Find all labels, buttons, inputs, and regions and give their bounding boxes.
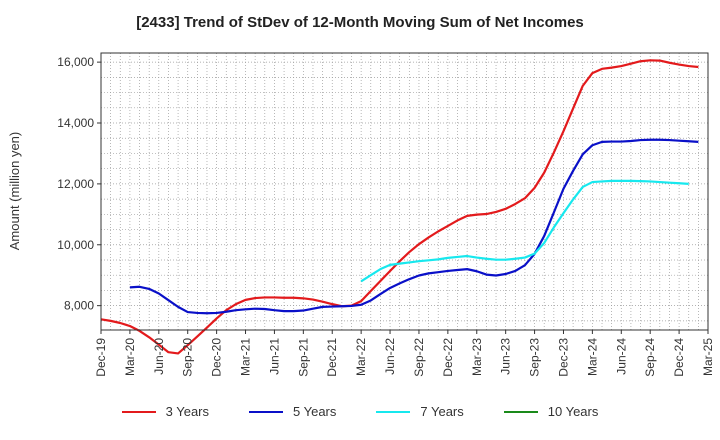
series-line-5-years [129, 138, 699, 315]
x-tick-label: Dec-22 [441, 338, 455, 377]
x-tick-label: Sep-24 [643, 338, 657, 377]
y-tick-label: 8,000 [64, 299, 94, 313]
x-tick-label: Sep-21 [296, 338, 310, 377]
x-tick-label: Jun-24 [614, 338, 628, 375]
x-tick-label: Sep-22 [412, 338, 426, 377]
axis-ticks: 8,000 10,000 12,000 14,000 16,000 Dec-19 Mar-2… [57, 55, 715, 377]
x-tick-label: Mar-21 [239, 338, 253, 376]
x-tick-label: Mar-20 [123, 338, 137, 376]
x-tick-label: Jun-23 [499, 338, 513, 375]
plot-frame [100, 52, 709, 331]
series-line-7-years [360, 179, 689, 283]
legend-swatch [249, 410, 283, 413]
x-tick-label: Jun-21 [267, 338, 281, 375]
legend-swatch [376, 410, 411, 413]
legend-item: 5 Years [249, 404, 336, 419]
x-tick-label: Jun-20 [152, 338, 166, 375]
y-tick-label: 10,000 [57, 238, 94, 252]
x-tick-label: Jun-22 [383, 338, 397, 375]
x-tick-label: Dec-24 [672, 338, 686, 377]
x-tick-label: Dec-20 [210, 338, 224, 377]
legend-label: 5 Years [293, 404, 337, 419]
chart-legend: 3 Years 5 Years 7 Years 10 Years [0, 404, 720, 419]
y-tick-label: 12,000 [57, 177, 94, 191]
series-line-3-years [100, 59, 699, 355]
legend-label: 10 Years [547, 404, 599, 419]
x-tick-label: Sep-20 [181, 338, 195, 377]
x-tick-label: Dec-19 [94, 338, 108, 377]
legend-item: 10 Years [503, 404, 599, 419]
legend-label: 3 Years [165, 404, 209, 419]
grid-lines [101, 53, 708, 330]
legend-swatch [121, 410, 156, 413]
legend-item: 7 Years [376, 404, 464, 419]
series-lines [100, 59, 699, 355]
x-tick-label: Mar-24 [585, 338, 599, 376]
x-tick-label: Dec-23 [556, 338, 570, 377]
x-tick-label: Dec-21 [325, 338, 339, 377]
x-tick-label: Mar-23 [470, 338, 484, 376]
y-axis-label: Amount (million yen) [7, 132, 22, 251]
legend-label: 7 Years [420, 404, 464, 419]
legend-swatch [503, 410, 538, 413]
y-tick-label: 16,000 [57, 55, 94, 69]
x-tick-label: Mar-22 [354, 338, 368, 376]
y-tick-label: 14,000 [57, 116, 94, 130]
chart-title: [2433] Trend of StDev of 12-Month Moving… [136, 14, 584, 31]
x-tick-label: Sep-23 [528, 338, 542, 377]
x-tick-label: Mar-25 [701, 338, 715, 376]
legend-item: 3 Years [121, 404, 209, 419]
